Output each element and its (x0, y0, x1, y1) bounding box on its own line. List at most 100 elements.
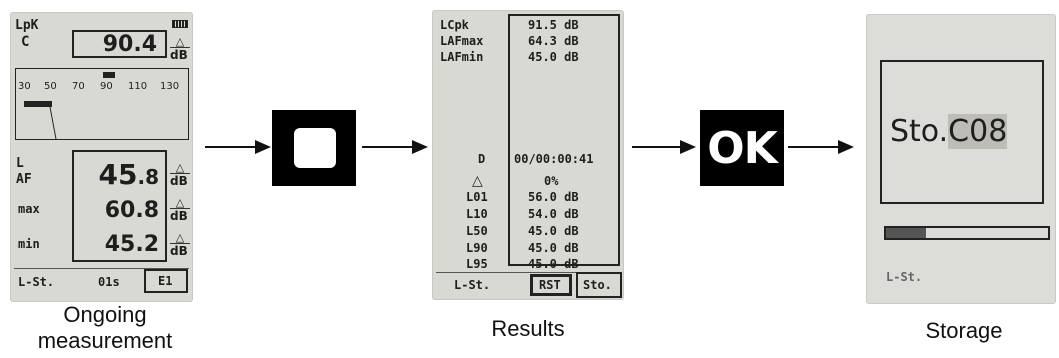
storage-progress-bar (884, 226, 1050, 240)
result-value-text: 64.3 dB (528, 34, 579, 48)
storage-prefix: Sto. (890, 114, 949, 149)
store-button[interactable]: Sto. (576, 272, 622, 298)
lpk-value: 90.4 (102, 32, 157, 57)
rst-button-label: RST (539, 278, 561, 292)
percentile-row: L95 (466, 257, 488, 271)
level-bar-graph: 30 50 70 90 110 130 (15, 68, 189, 140)
stop-key (272, 110, 356, 186)
result-label: LAFmax (440, 34, 484, 48)
battery-icon (172, 20, 188, 28)
storage-box: Sto.C08 (880, 60, 1044, 204)
unit-label: dB (170, 208, 190, 223)
footer-divider (14, 268, 189, 269)
result-row: LAFmax (440, 34, 483, 48)
footer-e1-box: E1 (144, 269, 188, 293)
max-label: max (18, 202, 40, 216)
db-unit-3: △ dB (170, 197, 190, 223)
rst-button[interactable]: RST (530, 274, 572, 296)
percentile-value-text: 54.0 dB (528, 207, 579, 221)
result-row: LAFmin (440, 50, 483, 64)
triangle-icon: △ (175, 35, 185, 48)
percentile-row: L90 (466, 241, 488, 255)
percentile-value-text: 56.0 dB (528, 190, 579, 204)
unit-label: dB (170, 173, 190, 188)
tick-label: 70 (72, 81, 85, 92)
db-unit-1: △ dB (170, 36, 190, 62)
lpk-label: LpK (15, 18, 39, 33)
percentile-label: L95 (466, 257, 488, 271)
result-label: LCpk (440, 18, 469, 32)
storage-code: Sto.C08 (890, 114, 1008, 149)
tick-label: 110 (128, 81, 148, 92)
storage-progress-fill (886, 228, 926, 238)
store-button-label: Sto. (583, 278, 612, 292)
min-label: min (18, 237, 40, 251)
max-value: 60.8 (104, 198, 159, 223)
flow-arrow-head (255, 140, 271, 154)
ongoing-measurement-screen: LpK C 90.4 △ dB 30 50 70 90 110 130 L AF… (10, 12, 193, 302)
delta-value: 0% (544, 174, 559, 188)
result-label: LAFmin (440, 50, 484, 64)
percentile-value: 45.0 dB (528, 241, 579, 255)
results-screen: LCpk 91.5 dB LAFmax 64.3 dB LAFmin 45.0 … (432, 10, 624, 300)
tick-label: 30 (18, 81, 31, 92)
results-value-column (508, 14, 620, 266)
result-row: LCpk (440, 18, 469, 32)
percentile-row: L01 (466, 190, 488, 204)
flow-arrow-line (205, 146, 257, 148)
min-value: 45.2 (104, 232, 159, 257)
stop-square-icon (294, 128, 336, 168)
result-value-text: 45.0 dB (528, 50, 579, 64)
percentile-label: L90 (466, 241, 488, 255)
percentile-value-text: 45.0 dB (528, 224, 579, 238)
footer-lst: L-St. (886, 270, 923, 284)
flow-arrow-line (788, 146, 840, 148)
peak-marker (103, 72, 115, 78)
lpk-value-box: 90.4 (72, 30, 167, 58)
main-values-box: 45.8 60.8 45.2 (72, 150, 167, 262)
af-value-decimal: .8 (137, 165, 159, 189)
triangle-icon: △ (175, 231, 185, 244)
level-bar (24, 101, 52, 107)
flow-arrow-head (680, 140, 696, 154)
footer-e1: E1 (158, 274, 173, 288)
af-value: 45.8 (99, 158, 159, 191)
l-label: L (16, 156, 24, 171)
duration-label: D (478, 152, 486, 166)
footer-lst: L-St. (454, 278, 491, 292)
unit-label: dB (170, 243, 190, 258)
percentile-label: L10 (466, 207, 488, 221)
percentile-row: L10 (466, 207, 488, 221)
percentile-value-text: 45.0 dB (528, 257, 579, 271)
db-unit-4: △ dB (170, 232, 190, 258)
triangle-icon: △ (175, 161, 185, 174)
flow-arrow-line (362, 146, 414, 148)
percentile-value-text: 45.0 dB (528, 241, 579, 255)
caption-ongoing: Ongoing measurement (20, 302, 190, 354)
storage-number: C08 (948, 114, 1008, 149)
caption-results: Results (491, 316, 565, 341)
result-value: 91.5 dB (528, 18, 579, 32)
result-value: 64.3 dB (528, 34, 579, 48)
c-label: C (21, 34, 30, 50)
percentile-value: 45.0 dB (528, 257, 579, 271)
percentile-value: 54.0 dB (528, 207, 579, 221)
unit-label: dB (170, 47, 190, 62)
percentile-value: 45.0 dB (528, 224, 579, 238)
percentile-label: L01 (466, 190, 488, 204)
flow-arrow-head (412, 140, 428, 154)
tick-label: 50 (44, 81, 57, 92)
pointer-line (49, 106, 57, 139)
tick-label: 130 (160, 81, 180, 92)
footer-lst: L-St. (18, 275, 55, 289)
result-value-text: 91.5 dB (528, 18, 579, 32)
caption-line: Ongoing (63, 302, 147, 327)
storage-screen: Sto.C08 L-St. (866, 14, 1056, 304)
flow-arrow-line (632, 146, 682, 148)
footer-interval: 01s (98, 275, 120, 289)
duration-value: 00/00:00:41 (514, 152, 594, 166)
ok-key-label: OK (707, 122, 777, 174)
footer-divider (436, 272, 620, 273)
percentile-row: L50 (466, 224, 488, 238)
result-value: 45.0 dB (528, 50, 579, 64)
